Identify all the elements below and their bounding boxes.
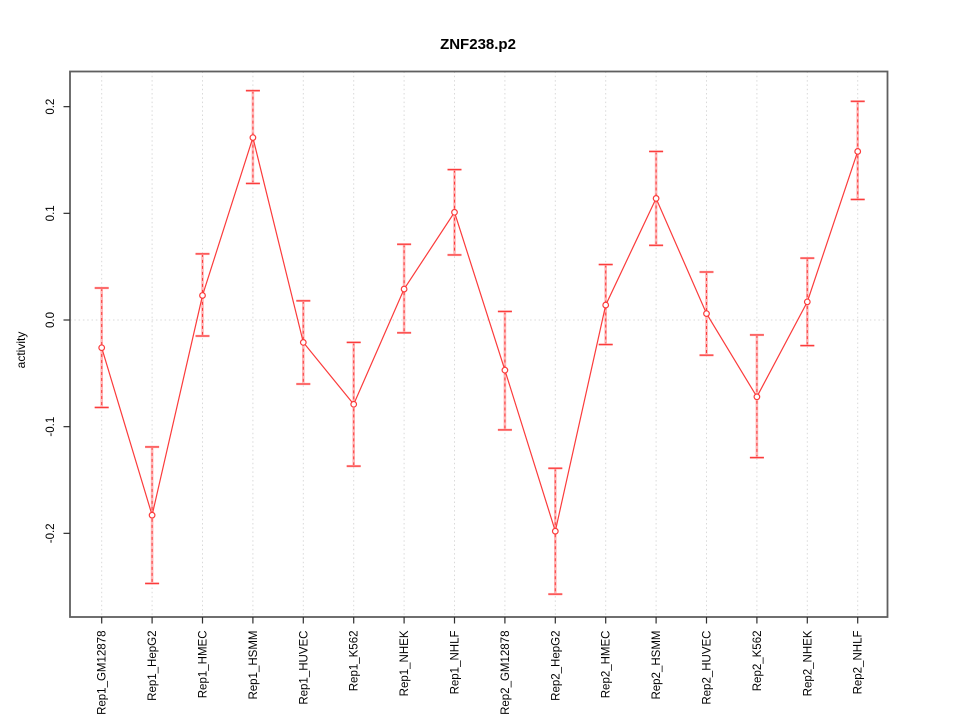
x-category-label: Rep1_NHEK (399, 630, 411, 696)
data-point (299, 339, 307, 346)
x-category-label: Rep2_K562 (752, 631, 764, 692)
x-category-label: Rep1_HUVEC (298, 631, 310, 705)
x-category-label: Rep1_HSMM (248, 631, 260, 700)
x-category-label: Rep2_NHEK (802, 630, 814, 696)
x-category-label: Rep1_NHLF (450, 631, 462, 695)
x-category-label: Rep1_K562 (349, 631, 361, 692)
data-point (551, 527, 559, 535)
data-point (602, 301, 610, 309)
y-tick-label: 0.0 (45, 312, 57, 328)
data-point (803, 298, 811, 306)
x-category-label: Rep2_NHLF (853, 631, 865, 695)
y-axis-label: activity (14, 332, 28, 369)
x-category-label: Rep2_HepG2 (550, 631, 562, 701)
data-point (249, 134, 257, 141)
data-point (703, 310, 710, 317)
plot-border (69, 70, 889, 618)
trend-line (101, 135, 859, 534)
y-tick-label: 0.2 (45, 99, 57, 115)
data-point (148, 511, 156, 519)
data-point (753, 393, 761, 401)
y-tick-label: 0.1 (45, 205, 57, 221)
data-point (199, 292, 206, 299)
y-tick-label: -0.2 (45, 523, 57, 543)
data-point (350, 400, 358, 408)
x-category-label: Rep1_HepG2 (147, 631, 159, 701)
x-category-label: Rep1_GM12878 (97, 631, 109, 715)
data-point (98, 344, 106, 352)
data-point (400, 285, 408, 293)
x-category-label: Rep2_GM12878 (500, 631, 512, 715)
y-tick-label: -0.1 (45, 417, 57, 437)
x-category-label: Rep2_HMEC (601, 631, 613, 699)
data-point (854, 148, 862, 155)
plot-area: 0.2 0.1 0.0 -0.1 -0.2 Rep1_GM12878 Rep1_HepG2 R… (45, 70, 889, 715)
x-category-label: Rep2_HSMM (651, 631, 663, 700)
data-point (501, 366, 509, 374)
x-category-label: Rep1_HMEC (198, 631, 210, 699)
x-category-label: Rep2_HUVEC (702, 631, 714, 705)
data-point (652, 194, 660, 202)
chart-title: ZNF238.p2 (440, 36, 516, 53)
data-point (451, 208, 458, 216)
